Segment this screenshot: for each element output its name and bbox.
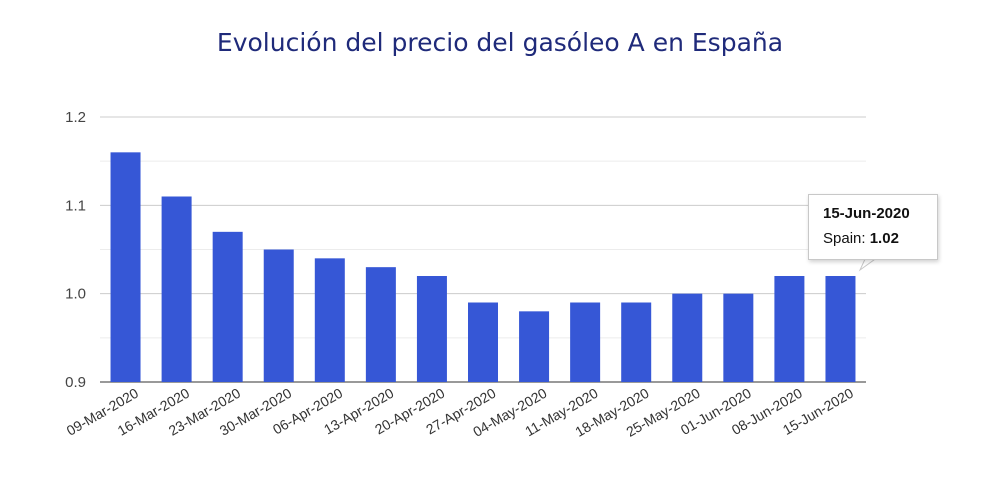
tooltip-row: Spain: 1.02 [823,230,899,247]
bar [621,302,652,382]
bar [468,302,498,382]
bar [365,267,396,382]
tooltip-series-label: Spain: [823,230,866,247]
y-tick-label: 0.9 [65,374,86,391]
tooltip-value: 1.02 [869,230,899,247]
bar [161,196,192,382]
bar [570,302,601,382]
tooltip: 15-Jun-2020 Spain: 1.02 [808,194,938,260]
y-tick-label: 1.1 [65,197,86,214]
tooltip-date: 15-Jun-2020 [823,205,910,222]
bar [314,258,345,382]
bar [672,293,703,382]
y-tick-label: 1.2 [65,109,86,126]
bar [263,249,294,382]
y-tick-label: 1.0 [65,286,86,303]
bar [774,276,805,382]
bar [110,152,141,382]
bar [519,311,550,382]
bar [825,276,856,382]
bar [723,293,754,382]
bar [212,231,243,382]
chart-title: Evolución del precio del gasóleo A en Es… [216,28,784,57]
bar [416,276,447,382]
